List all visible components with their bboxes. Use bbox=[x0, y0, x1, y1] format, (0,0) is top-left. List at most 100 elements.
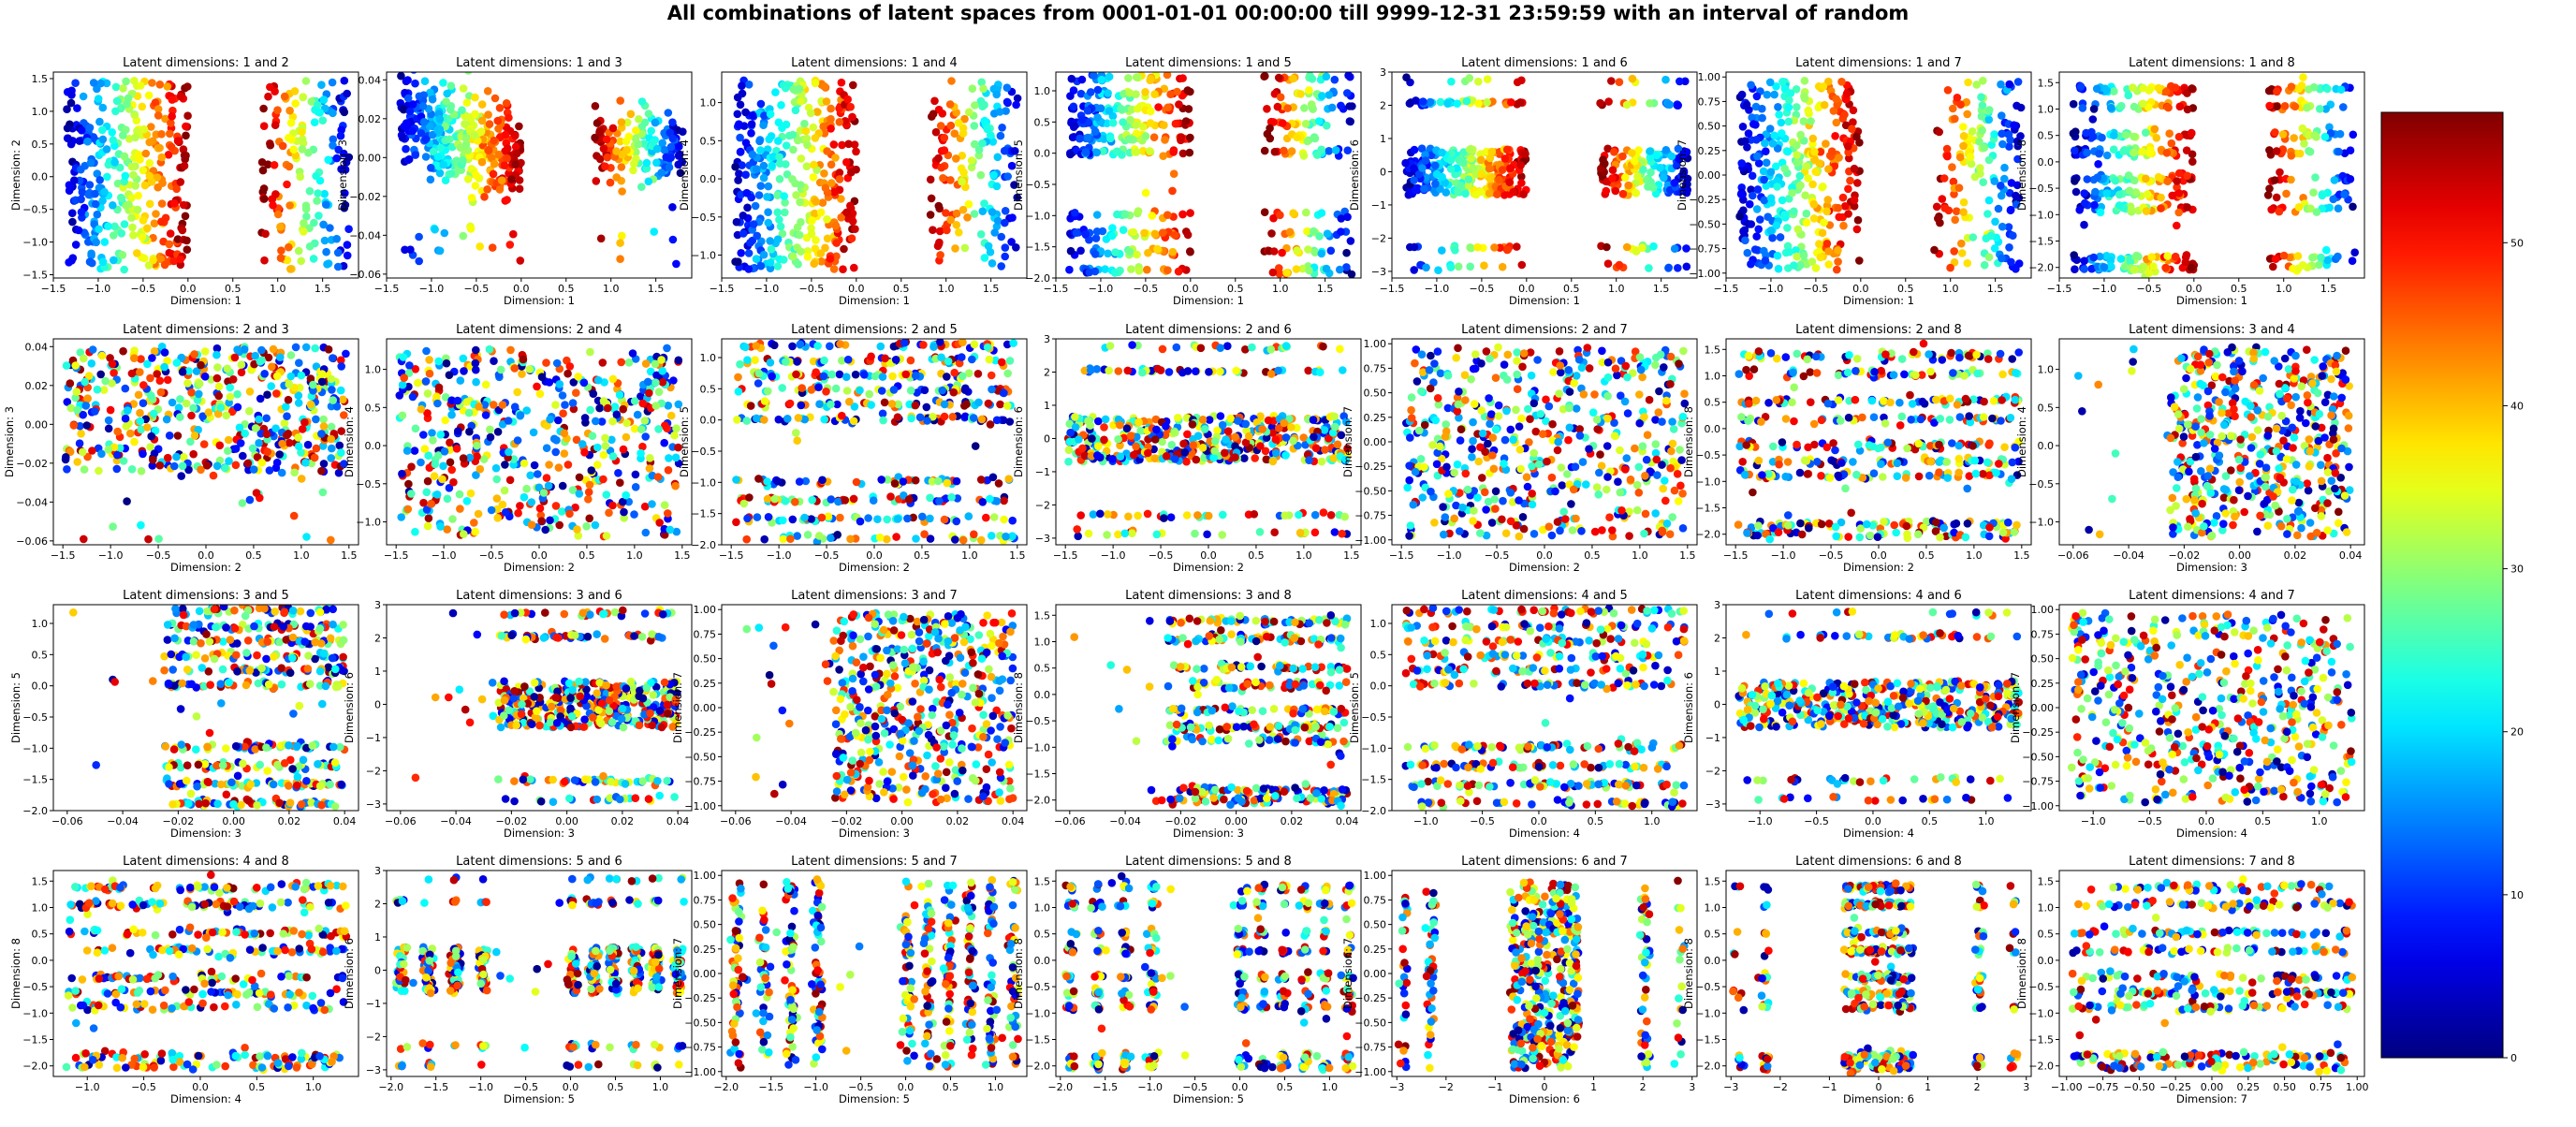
scatter-point bbox=[138, 233, 147, 242]
scatter-point bbox=[1002, 107, 1010, 115]
scatter-point bbox=[603, 153, 612, 162]
scatter-point bbox=[139, 124, 149, 134]
scatter-point bbox=[1505, 178, 1514, 186]
scatter-point bbox=[2173, 221, 2181, 230]
scatter-point bbox=[933, 242, 943, 251]
scatter-point bbox=[1446, 156, 1456, 165]
scatter-point bbox=[1083, 106, 1092, 115]
scatter-point bbox=[327, 422, 336, 432]
scatter-point bbox=[2269, 262, 2277, 271]
y-tick-label: −0.50 bbox=[1689, 218, 1720, 230]
scatter-point bbox=[493, 428, 503, 436]
scatter-point bbox=[97, 351, 107, 360]
scatter-point bbox=[597, 417, 607, 426]
y-tick-label: −0.06 bbox=[349, 269, 381, 281]
scatter-point bbox=[595, 154, 605, 164]
scatter-point bbox=[337, 125, 346, 135]
scatter-point bbox=[980, 254, 989, 262]
scatter-point bbox=[554, 463, 564, 472]
scatter-point bbox=[447, 410, 456, 419]
scatter-point bbox=[2144, 269, 2154, 277]
scatter-point bbox=[1178, 210, 1187, 219]
scatter-point bbox=[1754, 225, 1763, 234]
scatter-point bbox=[637, 183, 646, 191]
scatter-point bbox=[255, 439, 263, 447]
scatter-point bbox=[476, 464, 485, 474]
scatter-point bbox=[1975, 138, 1983, 146]
scatter-point bbox=[173, 432, 183, 440]
scatter-point bbox=[839, 265, 847, 274]
scatter-point bbox=[1410, 164, 1418, 173]
scatter-point bbox=[110, 256, 118, 265]
scatter-point bbox=[2121, 130, 2130, 139]
scatter-point bbox=[1336, 265, 1344, 274]
scatter-point bbox=[2098, 133, 2106, 142]
scatter-point bbox=[751, 201, 760, 211]
scatter-point bbox=[2188, 129, 2196, 138]
scatter-point bbox=[290, 87, 300, 95]
scatter-point bbox=[87, 359, 96, 368]
scatter-point bbox=[542, 359, 550, 367]
scatter-point bbox=[1822, 207, 1831, 216]
scatter-point bbox=[736, 147, 745, 156]
scatter-point bbox=[148, 79, 156, 87]
scatter-point bbox=[838, 140, 846, 150]
scatter-point bbox=[2089, 105, 2099, 113]
scatter-point bbox=[439, 160, 448, 169]
scatter-point bbox=[1110, 269, 1120, 277]
scatter-point bbox=[1171, 119, 1180, 128]
y-axis-label: Dimension: 2 bbox=[9, 139, 22, 211]
scatter-point bbox=[664, 466, 673, 475]
scatter-point bbox=[1000, 146, 1009, 155]
scatter-point bbox=[739, 229, 748, 238]
scatter-point bbox=[2102, 151, 2112, 160]
y-tick-label: 0.5 bbox=[1034, 116, 1051, 128]
scatter-point bbox=[963, 213, 972, 222]
scatter-point bbox=[461, 120, 469, 128]
scatter-point bbox=[139, 399, 148, 408]
scatter-point bbox=[1997, 182, 2005, 190]
scatter-point bbox=[430, 472, 439, 480]
panel-title: Latent dimensions: 1 and 4 bbox=[791, 56, 958, 70]
scatter-point bbox=[759, 173, 768, 183]
scatter-point bbox=[100, 187, 109, 197]
scatter-point bbox=[1977, 112, 1986, 121]
scatter-point bbox=[303, 440, 313, 449]
scatter-point bbox=[558, 391, 567, 400]
scatter-point bbox=[514, 508, 522, 518]
scatter-point bbox=[119, 84, 127, 93]
scatter-point bbox=[164, 151, 173, 159]
scatter-point bbox=[1480, 261, 1488, 271]
scatter-point bbox=[294, 433, 302, 442]
scatter-point bbox=[1153, 244, 1162, 254]
scatter-point bbox=[1134, 104, 1142, 113]
scatter-point bbox=[601, 442, 610, 450]
scatter-point bbox=[669, 376, 678, 385]
scatter-point bbox=[964, 199, 973, 209]
x-tick-label: −1.0 bbox=[2092, 283, 2117, 295]
scatter-point bbox=[2071, 265, 2079, 274]
scatter-point bbox=[1113, 210, 1121, 219]
panel-title: Latent dimensions: 1 and 5 bbox=[1125, 56, 1292, 70]
scatter-point bbox=[1483, 98, 1491, 107]
scatter-point bbox=[930, 96, 939, 106]
scatter-point bbox=[1267, 229, 1276, 238]
scatter-point bbox=[129, 231, 138, 240]
scatter-point bbox=[952, 209, 961, 218]
scatter-point bbox=[304, 148, 313, 157]
scatter-point bbox=[946, 121, 956, 130]
scatter-point bbox=[1486, 154, 1495, 163]
scatter-point bbox=[637, 129, 646, 139]
scatter-point bbox=[601, 433, 609, 443]
scatter-point bbox=[819, 122, 827, 131]
scatter-point bbox=[1968, 127, 1977, 136]
scatter-point bbox=[302, 533, 311, 541]
scatter-point bbox=[1310, 248, 1320, 257]
scatter-point bbox=[278, 141, 287, 151]
x-tick-label: −1.0 bbox=[1425, 283, 1450, 295]
scatter-point bbox=[190, 432, 199, 440]
x-tick-label: 0.5 bbox=[2231, 283, 2247, 295]
scatter-point bbox=[1412, 96, 1420, 105]
scatter-point bbox=[580, 448, 589, 457]
scatter-point bbox=[75, 137, 84, 145]
